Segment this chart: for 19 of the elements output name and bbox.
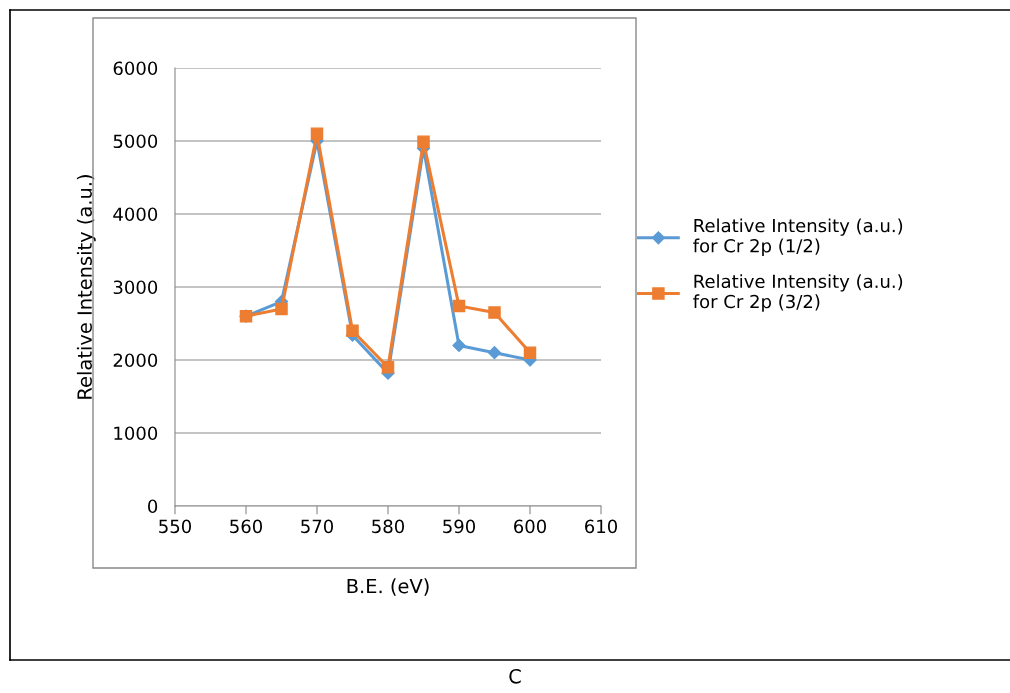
x-axis-title: B.E. (eV) xyxy=(347,578,429,596)
legend-label: Relative Intensity (a.u.) for Cr 2p (3/2) xyxy=(693,274,903,312)
y-tick-label: 1000 xyxy=(114,426,158,441)
x-tick-label: 570 xyxy=(301,519,334,534)
y-tick-label: 3000 xyxy=(113,280,158,295)
text: C xyxy=(509,668,521,684)
y-tick-label: 0 xyxy=(148,499,158,514)
x-tick-label: 560 xyxy=(230,519,263,534)
x-tick-label: 580 xyxy=(372,519,405,534)
x-tick-label: 610 xyxy=(585,519,618,534)
x-tick-label: 600 xyxy=(514,519,547,534)
y-axis-title: Relative Intensity (a.u.) xyxy=(76,175,96,399)
y-tick-label: 2000 xyxy=(113,353,158,368)
y-tick-label: 5000 xyxy=(113,134,158,149)
legend-label: Relative Intensity (a.u.) for Cr 2p (1/2) xyxy=(693,218,903,257)
x-tick-label: 550 xyxy=(159,519,192,534)
y-tick-label: 4000 xyxy=(113,207,158,222)
y-tick-label: 6000 xyxy=(113,61,158,76)
x-tick-label: 590 xyxy=(443,519,476,534)
